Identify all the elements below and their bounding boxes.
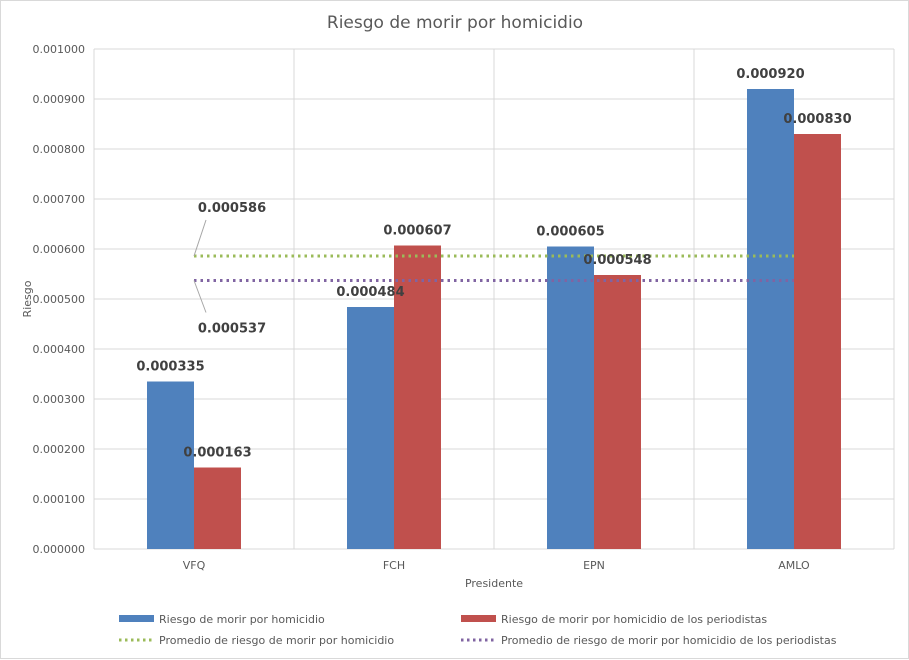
data-label-amlo-series-2: 0.000830 (783, 112, 851, 127)
x-tick-label: EPN (583, 559, 605, 572)
bar-fch-series-1 (347, 307, 394, 549)
y-tick-label: 0.000400 (33, 343, 86, 356)
data-label-epn-series-2: 0.000548 (583, 253, 651, 268)
x-tick-label: VFQ (183, 559, 206, 572)
bar-epn-series-2 (594, 275, 641, 549)
bar-fch-series-2 (394, 245, 441, 549)
x-axis-ticks: VFQ FCH EPN AMLO (183, 559, 810, 572)
data-label-vfq-series-2: 0.000163 (183, 446, 251, 461)
y-tick-label: 0.000600 (33, 243, 86, 256)
x-tick-label: AMLO (778, 559, 810, 572)
legend-label-4: Promedio de riesgo de morir por homicidi… (501, 634, 837, 647)
bar-vfq-series-1 (147, 381, 194, 549)
y-tick-label: 0.000900 (33, 93, 86, 106)
bar-amlo-series-1 (747, 89, 794, 549)
bar-vfq-series-2 (194, 467, 241, 549)
data-label-epn-series-1: 0.000605 (536, 225, 604, 240)
legend-label-2: Riesgo de morir por homicidio de los per… (501, 613, 767, 626)
y-axis-ticks: 0.000000 0.000100 0.000200 0.000300 0.000400… (33, 43, 86, 556)
data-label-amlo-series-1: 0.000920 (736, 67, 804, 82)
y-tick-label: 0.000800 (33, 143, 86, 156)
chart-title: Riesgo de morir por homicidio (327, 13, 583, 33)
y-tick-label: 0.000200 (33, 443, 86, 456)
data-label-fch-series-1: 0.000484 (336, 285, 404, 300)
bar-amlo-series-2 (794, 134, 841, 549)
x-axis-title: Presidente (465, 577, 523, 590)
data-label-fch-series-2: 0.000607 (383, 224, 451, 239)
legend-label-3: Promedio de riesgo de morir por homicidi… (159, 634, 394, 647)
y-axis-title: Riesgo (21, 280, 34, 317)
average-lines (193, 219, 794, 313)
y-tick-label: 0.000000 (33, 543, 86, 556)
legend-swatch-1 (119, 615, 154, 622)
data-labels: 0.000335 0.000163 0.000484 0.000607 0.000605… (136, 67, 851, 461)
average-leader-line-1 (193, 219, 207, 257)
average-label-1: 0.000586 (198, 201, 266, 216)
legend-swatch-2 (461, 615, 496, 622)
bar-epn-series-1 (547, 246, 594, 549)
y-tick-label: 0.000100 (33, 493, 86, 506)
bars (147, 89, 841, 549)
average-leader-line-2 (193, 280, 207, 313)
x-tick-label: FCH (383, 559, 405, 572)
legend-label-1: Riesgo de morir por homicidio (159, 613, 325, 626)
average-label-2: 0.000537 (198, 322, 266, 337)
legend: Riesgo de morir por homicidio Riesgo de m… (119, 613, 837, 647)
y-tick-label: 0.000700 (33, 193, 86, 206)
data-label-vfq-series-1: 0.000335 (136, 360, 204, 375)
y-tick-label: 0.001000 (33, 43, 86, 56)
y-tick-label: 0.000300 (33, 393, 86, 406)
y-tick-label: 0.000500 (33, 293, 86, 306)
